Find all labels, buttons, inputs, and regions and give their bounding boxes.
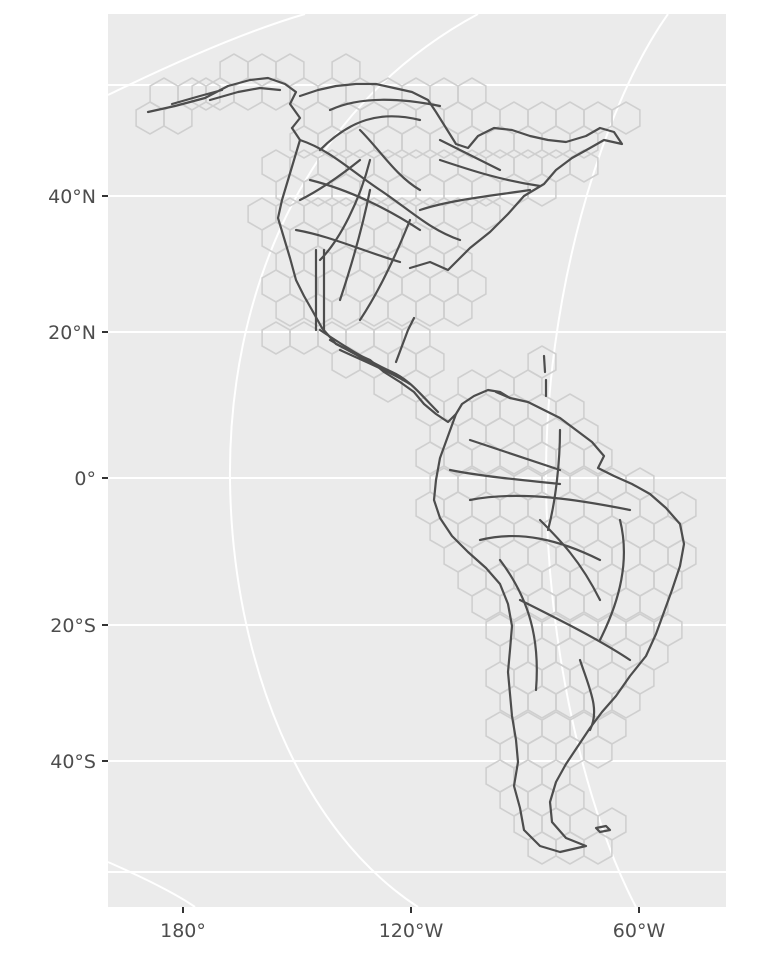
outline-caribbean xyxy=(542,354,548,398)
y-tick-label-20n: 20°N xyxy=(48,322,96,344)
hex-cell xyxy=(611,685,641,719)
graticule-meridian-180 xyxy=(107,13,306,96)
x-tick-label-60w: 60°W xyxy=(613,920,666,942)
x-axis: 180° 120°W 60°W xyxy=(160,907,665,942)
y-tick-label-equator: 0° xyxy=(74,468,96,490)
country-outlines xyxy=(146,76,686,854)
outline-north-america-interior xyxy=(294,98,542,332)
hex-cell xyxy=(527,173,557,207)
hex-cell xyxy=(443,293,473,327)
hex-cell xyxy=(583,441,613,475)
graticule-meridian-150 xyxy=(228,13,479,908)
graticule-meridian-180b xyxy=(107,861,196,908)
hex-cell xyxy=(639,587,669,621)
outline-falklands xyxy=(594,824,612,834)
hex-cell xyxy=(611,101,641,135)
hex-cell xyxy=(569,149,599,183)
outline-south-america-interior xyxy=(448,428,632,732)
y-tick-label-40s: 40°S xyxy=(50,751,96,773)
outline-alaska xyxy=(146,76,302,130)
outline-south-america xyxy=(432,390,686,854)
map-panel xyxy=(108,14,726,907)
outline-central-america xyxy=(318,328,440,414)
y-tick-label-20s: 20°S xyxy=(50,615,96,637)
hex-cell xyxy=(583,831,613,865)
hex-cell xyxy=(191,77,221,111)
y-axis: 40°N 20°N 0° 20°S 40°S xyxy=(48,186,108,773)
x-tick-label-120w: 120°W xyxy=(379,920,444,942)
hexbin-grid xyxy=(135,53,697,865)
hex-cell xyxy=(583,735,613,769)
x-tick-label-180: 180° xyxy=(160,920,206,942)
hex-cell xyxy=(471,197,501,231)
y-tick-label-40n: 40°N xyxy=(48,186,96,208)
hex-cell xyxy=(569,125,599,159)
